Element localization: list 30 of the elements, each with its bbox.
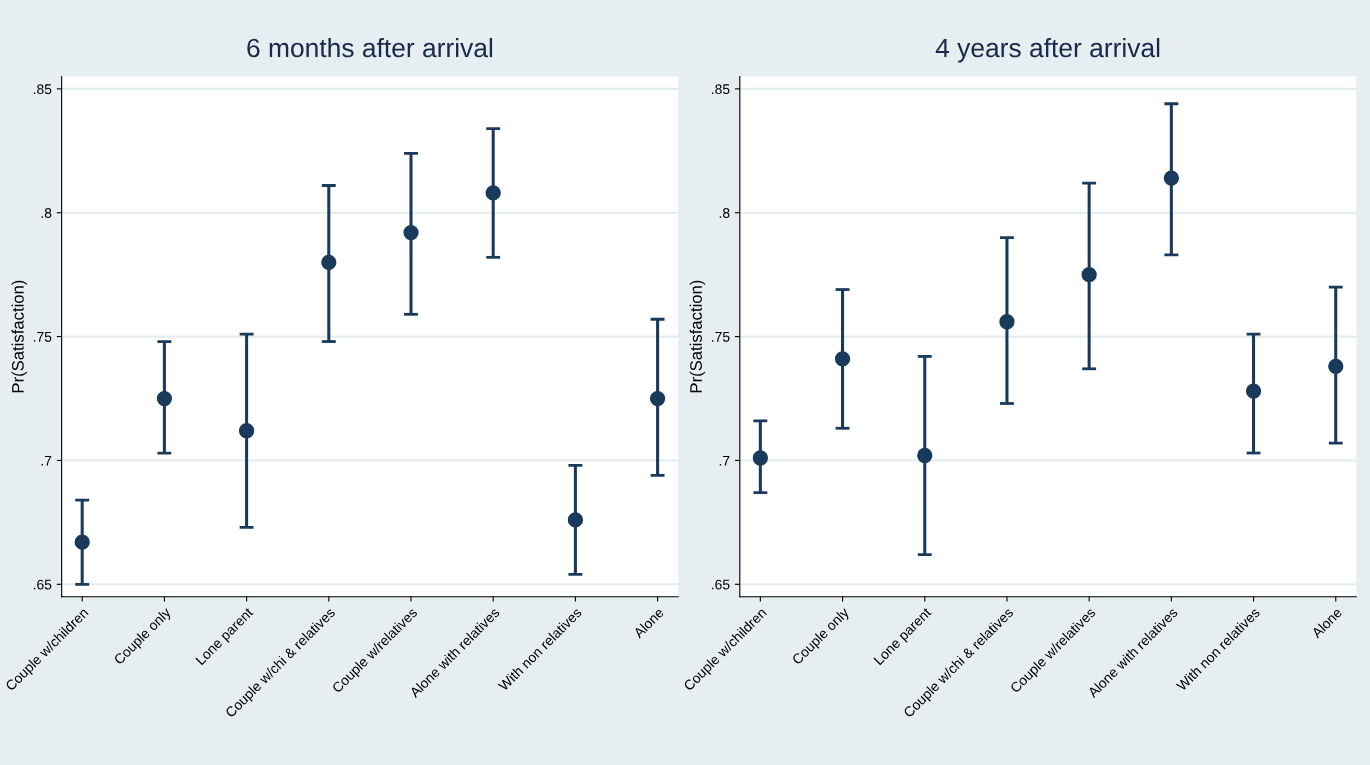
point [1081, 267, 1097, 283]
y-tick-label: .75 [712, 332, 730, 342]
point [74, 534, 90, 550]
y-tick-label: .65 [33, 579, 52, 590]
y-tick-label: .8 [41, 208, 52, 218]
point [999, 314, 1015, 330]
y-tick-label: .7 [41, 455, 52, 466]
point [238, 423, 255, 439]
y-tick-label: .85 [712, 84, 730, 95]
point [321, 254, 337, 270]
point [917, 447, 933, 464]
y-axis-title: Pr(Satisfaction) [689, 280, 706, 393]
y-tick-label: .8 [719, 208, 730, 218]
point [649, 390, 666, 407]
point [752, 450, 768, 466]
chart-title: 4 years after arrival [935, 37, 1160, 63]
point [567, 512, 584, 528]
y-tick-label: .75 [33, 332, 52, 342]
y-axis-title: Pr(Satisfaction) [11, 280, 28, 393]
point [1328, 358, 1344, 374]
y-tick-label: .7 [719, 455, 730, 466]
y-tick-label: .85 [33, 84, 52, 95]
y-tick-label: .65 [712, 579, 730, 590]
point [1163, 170, 1179, 186]
point [834, 351, 851, 367]
chart-title: 6 months after arrival [247, 37, 493, 58]
point [1245, 383, 1262, 399]
point [403, 224, 419, 241]
point [156, 390, 173, 407]
point [485, 185, 501, 201]
